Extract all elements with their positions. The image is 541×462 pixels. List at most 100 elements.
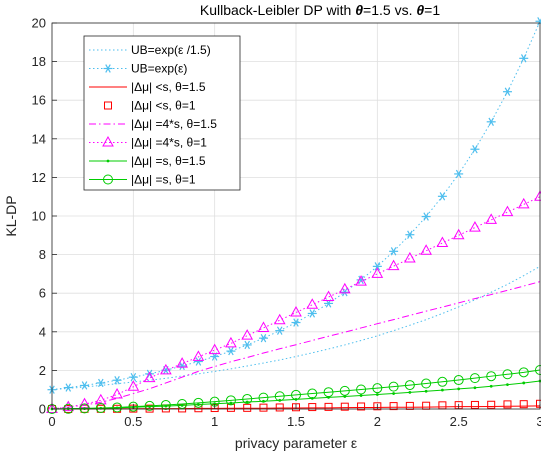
legend-label-2: |Δμ| <s, θ=1.5 xyxy=(131,80,206,94)
data-point xyxy=(112,402,123,413)
data-point xyxy=(357,402,366,411)
data-point xyxy=(518,367,529,378)
x-tick-label: 2 xyxy=(374,414,381,429)
data-point xyxy=(506,383,509,387)
data-point xyxy=(405,230,415,239)
chart-title: Kullback-Leibler DP with θ=1.5 vs. θ=1 xyxy=(200,2,440,18)
legend-label-1: UB=exp(ε) xyxy=(131,62,187,76)
data-point xyxy=(388,381,399,392)
data-point xyxy=(441,388,444,392)
data-point xyxy=(454,169,464,179)
data-point xyxy=(145,369,155,379)
data-point xyxy=(372,262,382,271)
data-point xyxy=(245,400,249,404)
data-point xyxy=(80,381,90,390)
legend-label-5: |Δμ| =4*s, θ=1 xyxy=(131,136,207,150)
data-point xyxy=(208,343,221,355)
y-tick-label: 4 xyxy=(39,324,46,339)
data-point xyxy=(193,397,204,408)
data-point xyxy=(258,333,268,343)
ticks: 0 0.5 1 1.5 2 2.5 3 0 2 4 6 8 10 12 14 16 18 20 xyxy=(32,16,541,430)
data-point xyxy=(502,87,512,96)
data-point xyxy=(373,402,382,411)
data-point xyxy=(323,387,334,398)
data-point xyxy=(275,403,284,412)
data-point xyxy=(389,402,398,411)
data-point xyxy=(522,381,526,385)
data-point xyxy=(338,282,351,294)
data-point xyxy=(420,244,432,255)
data-point xyxy=(306,298,319,309)
data-point xyxy=(408,391,412,394)
data-point xyxy=(128,401,139,412)
data-point xyxy=(453,375,464,386)
data-point xyxy=(273,313,286,325)
data-point xyxy=(503,400,512,409)
data-point xyxy=(486,371,497,382)
data-point xyxy=(502,369,513,380)
data-point xyxy=(95,403,106,414)
data-point xyxy=(404,380,415,391)
title-part-2: =1.5 vs. xyxy=(363,2,416,18)
data-point xyxy=(193,357,203,366)
data-point xyxy=(160,363,172,375)
legend-marker-6 xyxy=(106,159,110,163)
data-point xyxy=(258,392,269,403)
data-point xyxy=(225,336,237,348)
legend-marker-7 xyxy=(103,174,113,185)
data-point xyxy=(392,392,395,395)
data-point xyxy=(519,54,529,63)
data-point xyxy=(387,259,400,271)
title-part-1: Kullback-Leibler DP with xyxy=(200,2,355,18)
data-point xyxy=(197,403,200,406)
data-point xyxy=(112,376,122,385)
data-point xyxy=(469,373,480,384)
data-point xyxy=(274,391,285,402)
title-theta-2: θ xyxy=(416,2,424,18)
data-point xyxy=(452,228,465,240)
data-point xyxy=(226,346,236,356)
data-point xyxy=(243,403,252,412)
data-point xyxy=(62,400,75,412)
data-point xyxy=(307,309,317,318)
data-point xyxy=(389,247,399,256)
x-tick-label: 0.5 xyxy=(124,414,142,429)
legend-label-7: |Δμ| =s, θ=1 xyxy=(131,173,196,187)
data-point xyxy=(470,400,479,409)
data-point xyxy=(535,17,541,26)
x-tick-label: 0 xyxy=(48,414,55,429)
legend-marker-1 xyxy=(103,64,113,73)
data-point xyxy=(322,290,335,302)
series-line xyxy=(51,265,541,391)
data-point xyxy=(437,376,448,387)
y-tick-label: 8 xyxy=(39,247,46,262)
data-point xyxy=(519,400,528,409)
data-point xyxy=(242,393,253,404)
data-point xyxy=(359,394,363,397)
y-tick-label: 18 xyxy=(32,54,46,69)
series-1 xyxy=(47,17,541,394)
data-point xyxy=(436,236,449,248)
x-tick-label: 3 xyxy=(536,414,541,429)
legend: UB=exp(ε /1.5) UB=exp(ε) |Δμ| <s, θ=1.5 |Δμ… xyxy=(83,35,241,191)
y-tick-label: 20 xyxy=(32,16,46,31)
data-point xyxy=(340,402,349,411)
data-point xyxy=(79,403,90,414)
data-point xyxy=(180,403,184,407)
data-point xyxy=(192,350,205,361)
data-point xyxy=(437,192,447,201)
data-point xyxy=(371,267,384,278)
data-point xyxy=(241,329,254,340)
series-line xyxy=(51,196,541,410)
y-tick-label: 2 xyxy=(39,363,46,378)
data-point xyxy=(486,117,496,127)
data-point xyxy=(177,398,188,409)
data-point xyxy=(405,401,414,410)
data-point xyxy=(355,275,367,286)
data-point xyxy=(127,380,140,391)
x-tick-label: 1.5 xyxy=(287,414,305,429)
data-point xyxy=(275,326,285,335)
data-point xyxy=(128,372,138,382)
data-point xyxy=(160,399,171,410)
